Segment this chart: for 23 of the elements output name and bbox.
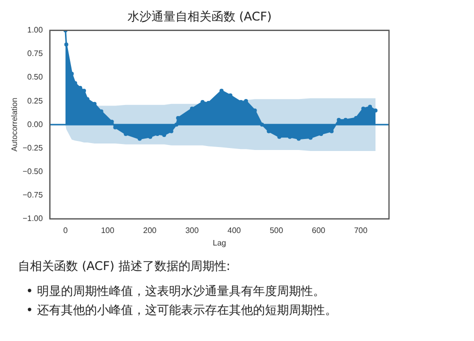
chart-title: 水沙通量自相关函数 (ACF)	[127, 9, 272, 24]
text: • 还有其他的小峰值，这可能表示存在其他的短期周期性。	[26, 302, 338, 319]
x-tick-label: 300	[185, 226, 200, 235]
x-tick-label: 0	[63, 226, 68, 235]
y-tick-label: 0.50	[27, 72, 44, 82]
x-tick-label: 200	[143, 226, 158, 235]
text: • 明显的周期性峰值，这表明水沙通量具有年度周期性。	[26, 283, 326, 300]
x-tick-label: 400	[228, 226, 242, 235]
y-tick-label: −1.00	[22, 214, 44, 224]
x-tick-label: 500	[270, 226, 284, 235]
x-axis-title: Lag	[212, 238, 226, 248]
x-tick-label: 600	[312, 226, 326, 235]
y-tick-label: −0.50	[22, 166, 44, 176]
x-tick-label: 100	[100, 226, 115, 235]
y-axis-title: Autocorrelation	[10, 98, 20, 152]
x-tick-label: 700	[354, 226, 368, 235]
y-tick-label: 0.75	[27, 49, 44, 58]
y-tick-label: −0.75	[22, 190, 44, 200]
text: 自相关函数 (ACF) 描述了数据的周期性:	[18, 258, 232, 275]
y-tick-label: 1.00	[27, 26, 44, 35]
y-tick-label: −0.25	[22, 143, 44, 152]
y-tick-label: 0.25	[27, 96, 44, 106]
y-tick-label: 0.00	[27, 120, 44, 129]
